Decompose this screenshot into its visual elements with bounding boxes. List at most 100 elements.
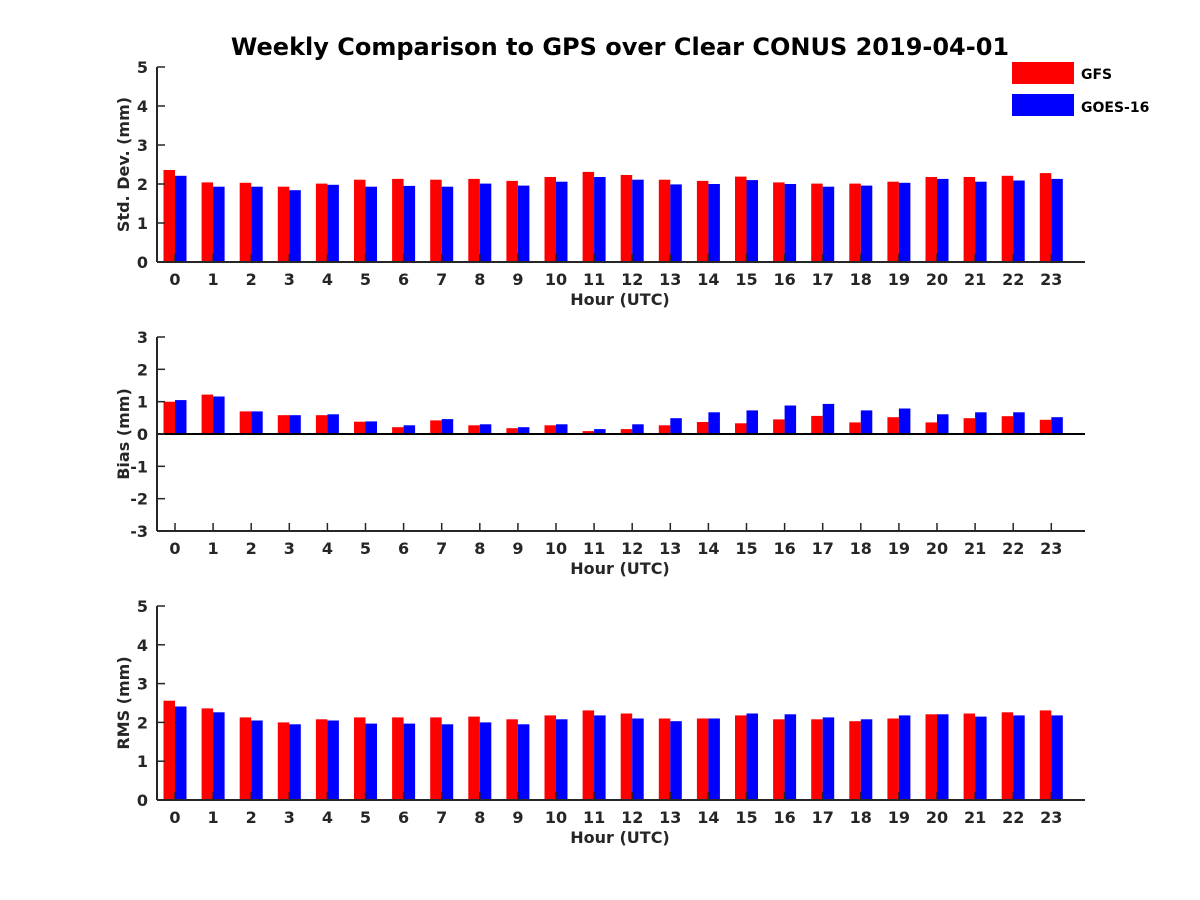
bar-rms-goes16-1 [213,712,225,800]
bar-bias-gfs-21 [963,418,976,434]
x-tick-label-stddev-3: 3 [284,270,295,289]
x-tick-label-stddev-11: 11 [583,270,605,289]
x-tick-label-stddev-8: 8 [474,270,485,289]
x-tick-label-bias-1: 1 [208,539,219,558]
bar-bias-gfs-19 [887,417,899,434]
bar-rms-goes16-20 [937,714,949,800]
x-tick-label-stddev-14: 14 [697,270,719,289]
bar-bias-goes16-22 [1013,412,1025,434]
bar-rms-goes16-5 [365,723,377,800]
bar-rms-gfs-7 [430,717,442,800]
bar-rms-goes16-13 [670,721,682,800]
bar-stddev-gfs-23 [1039,173,1052,262]
x-tick-label-bias-8: 8 [474,539,485,558]
x-tick-label-bias-12: 12 [621,539,643,558]
bar-stddev-gfs-5 [354,179,366,262]
bar-stddev-goes16-6 [403,185,416,262]
x-tick-label-stddev-23: 23 [1040,270,1062,289]
bar-stddev-goes16-18 [860,185,873,262]
x-tick-label-rms-7: 7 [436,808,447,827]
x-tick-label-rms-15: 15 [735,808,757,827]
y-tick-label-stddev-2: 2 [137,175,148,194]
y-tick-label-bias-5: 2 [137,360,148,379]
bar-rms-goes16-8 [479,722,492,800]
bar-bias-goes16-20 [937,414,949,434]
bar-stddev-goes16-9 [517,185,530,262]
chart-title: Weekly Comparison to GPS over Clear CONU… [231,33,1009,61]
bar-stddev-goes16-5 [365,186,377,262]
x-tick-label-rms-6: 6 [398,808,409,827]
x-axis-label-rms: Hour (UTC) [570,828,670,847]
bar-bias-goes16-13 [670,418,682,434]
bar-bias-goes16-17 [822,403,835,434]
bar-stddev-gfs-3 [277,186,290,262]
bar-stddev-goes16-22 [1013,180,1025,262]
bar-bias-gfs-22 [1001,416,1014,434]
bar-bias-goes16-7 [441,419,454,434]
x-tick-label-stddev-19: 19 [888,270,910,289]
x-tick-label-rms-14: 14 [697,808,719,827]
y-tick-label-bias-6: 3 [137,328,148,347]
bar-stddev-gfs-22 [1001,175,1014,262]
x-tick-label-rms-12: 12 [621,808,643,827]
bar-bias-goes16-1 [213,396,225,434]
bar-rms-gfs-12 [620,713,633,800]
y-tick-label-rms-2: 2 [137,713,148,732]
bar-bias-gfs-3 [277,415,290,434]
bar-rms-goes16-14 [708,718,720,800]
bar-rms-gfs-0 [163,700,175,800]
bar-rms-gfs-11 [582,710,595,800]
bar-bias-goes16-12 [632,424,644,434]
x-tick-label-stddev-1: 1 [208,270,219,289]
x-tick-label-rms-21: 21 [964,808,986,827]
x-tick-label-bias-4: 4 [322,539,333,558]
bar-rms-goes16-21 [975,716,987,800]
y-tick-label-rms-4: 4 [137,636,148,655]
y-tick-label-rms-0: 0 [137,791,148,810]
bar-bias-gfs-16 [773,419,785,434]
x-tick-label-rms-13: 13 [659,808,681,827]
bar-stddev-gfs-14 [696,180,709,262]
x-tick-label-stddev-5: 5 [360,270,371,289]
y-tick-label-rms-5: 5 [137,597,148,616]
bar-stddev-gfs-11 [582,171,595,262]
y-axis-label-rms: RMS (mm) [114,656,133,749]
bar-rms-goes16-12 [632,718,644,800]
bar-bias-gfs-8 [468,425,480,434]
x-tick-label-bias-10: 10 [545,539,567,558]
bar-stddev-gfs-0 [163,170,175,262]
x-tick-label-rms-9: 9 [512,808,523,827]
bar-stddev-gfs-7 [430,179,442,262]
bar-stddev-goes16-11 [594,177,606,262]
y-axis-label-bias: Bias (mm) [114,388,133,480]
x-axis-label-bias: Hour (UTC) [570,559,670,578]
x-tick-label-bias-22: 22 [1002,539,1024,558]
bar-rms-goes16-15 [746,713,758,800]
x-tick-label-stddev-10: 10 [545,270,567,289]
bar-bias-goes16-2 [251,411,263,434]
x-tick-label-rms-16: 16 [773,808,795,827]
y-tick-label-bias-4: 1 [137,393,148,412]
bar-rms-goes16-17 [822,717,835,800]
bar-bias-gfs-12 [620,429,633,434]
bar-bias-gfs-0 [163,401,175,434]
bar-stddev-gfs-1 [201,182,214,262]
bar-rms-gfs-20 [925,714,937,800]
y-tick-label-bias-3: 0 [137,425,148,444]
bar-bias-gfs-14 [696,422,709,434]
bar-stddev-goes16-17 [822,186,835,262]
bar-rms-goes16-9 [517,724,530,800]
bar-bias-gfs-6 [392,427,404,434]
bar-rms-gfs-16 [773,719,785,800]
x-axis-label-stddev: Hour (UTC) [570,290,670,309]
bar-rms-goes16-6 [403,723,416,800]
bar-rms-goes16-22 [1013,715,1025,800]
bar-bias-gfs-9 [506,428,518,434]
bar-rms-goes16-11 [594,715,606,800]
x-tick-label-stddev-7: 7 [436,270,447,289]
bar-bias-gfs-20 [925,422,937,434]
bar-bias-goes16-21 [975,412,987,434]
y-axis-label-stddev: Std. Dev. (mm) [114,97,133,232]
